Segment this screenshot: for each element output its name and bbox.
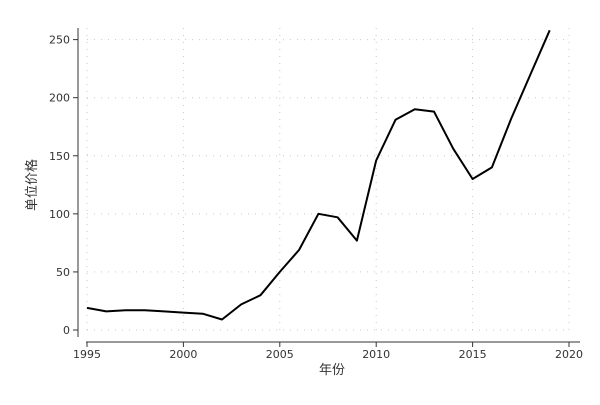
y-tick-label: 50	[56, 266, 70, 279]
x-tick-label: 2010	[362, 348, 390, 361]
x-tick-label: 2015	[459, 348, 487, 361]
y-tick-label: 250	[49, 34, 70, 47]
x-ticks: 1995 2000 2005 2010 2015 2020	[73, 342, 583, 361]
y-tick-label: 0	[63, 324, 70, 337]
x-tick-label: 1995	[73, 348, 101, 361]
y-tick-label: 100	[49, 208, 70, 221]
y-tick-label: 200	[49, 92, 70, 105]
y-tick-label: 150	[49, 150, 70, 163]
grid-lines	[86, 28, 570, 331]
y-ticks: 0 50 100 150 200 250	[49, 34, 78, 337]
axes	[77, 28, 580, 343]
series-group	[86, 29, 551, 321]
x-tick-label: 2005	[266, 348, 294, 361]
y-axis-title: 单位价格	[24, 159, 40, 211]
x-tick-label: 2020	[555, 348, 583, 361]
x-axis-title: 年份	[319, 363, 345, 378]
x-tick-label: 2000	[169, 348, 197, 361]
series-line	[86, 29, 551, 321]
